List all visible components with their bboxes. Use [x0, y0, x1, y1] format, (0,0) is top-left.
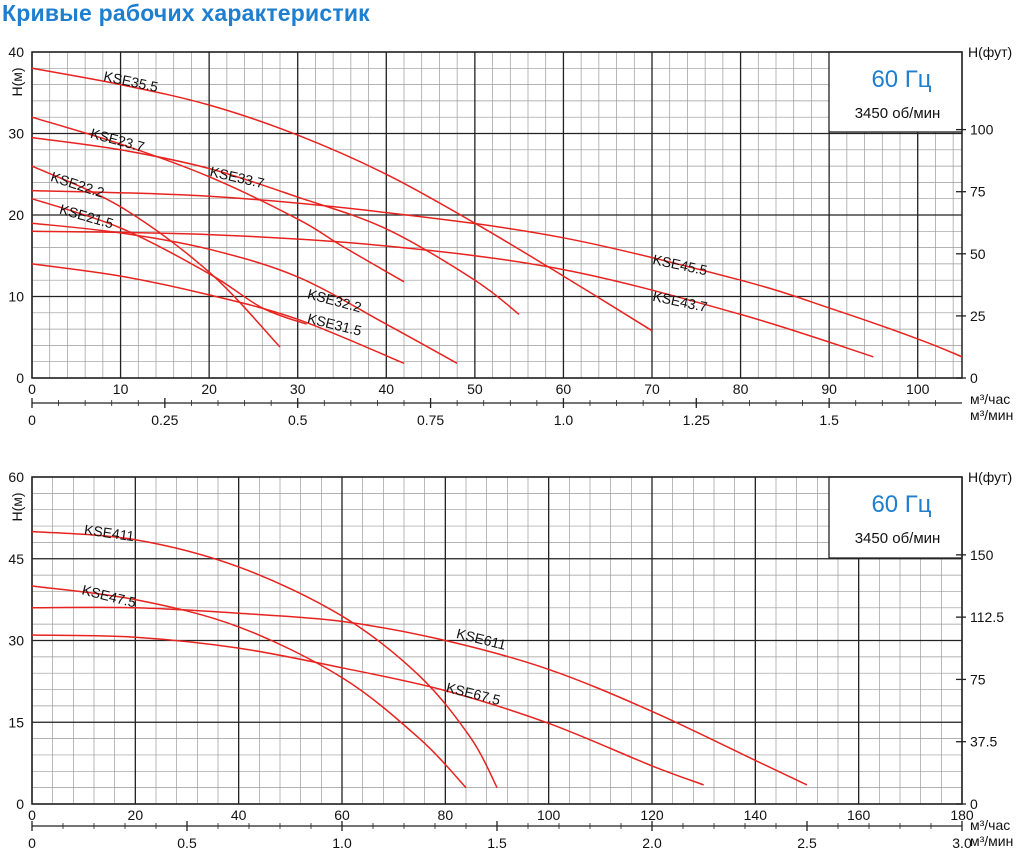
x-axis-label: м³/час	[970, 391, 1010, 407]
curve-kse35-5	[31, 67, 653, 332]
x2-tick-label: 1.0	[332, 835, 352, 851]
x2-tick-label: 1.5	[819, 412, 839, 428]
curve-kse67-5	[31, 634, 704, 786]
x2-tick-label: 3.0	[952, 835, 972, 851]
x-axis-label: м³/час	[970, 817, 1010, 833]
plot-frame	[31, 51, 963, 379]
x-tick-label: 100	[906, 381, 930, 397]
curve-label-kse23-7: KSE23.7	[89, 125, 147, 155]
curve-label-kse45-5: KSE45.5	[651, 251, 709, 278]
x2-tick-label: 1.5	[487, 835, 507, 851]
y-tick-label: 60	[8, 469, 24, 485]
x2-tick-label: 2.0	[642, 835, 662, 851]
x-tick-label: 60	[334, 807, 350, 823]
y2-tick-label: 0	[970, 370, 978, 386]
x-tick-label: 80	[438, 807, 454, 823]
x2-tick-label: 0.5	[177, 835, 197, 851]
curve-label-kse411: KSE411	[83, 521, 135, 544]
curve-kse611	[31, 606, 808, 786]
y-tick-label: 30	[8, 633, 24, 649]
x2-tick-label: 0.25	[151, 412, 178, 428]
y2-tick-label: 112.5	[970, 609, 1004, 625]
x-tick-label: 20	[128, 807, 144, 823]
curve-kse45-5	[31, 189, 963, 358]
x-tick-label: 0	[28, 381, 36, 397]
curve-label-kse47-5: KSE47.5	[80, 582, 138, 611]
x2-axis-label: м³/мин	[970, 833, 1013, 849]
x-tick-label: 120	[640, 807, 664, 823]
y2-tick-label: 25	[970, 308, 986, 324]
x2-tick-label: 0	[28, 835, 36, 851]
x2-tick-label: 2.5	[797, 835, 817, 851]
x2-tick-label: 0.75	[417, 412, 444, 428]
y-tick-label: 0	[16, 796, 24, 812]
y2-tick-label: 75	[970, 184, 986, 200]
y-tick-label: 40	[8, 44, 24, 60]
x-tick-label: 80	[733, 381, 749, 397]
curve-label-kse35-5: KSE35.5	[102, 68, 160, 95]
curve-kse23-7	[31, 116, 405, 283]
y2-tick-label: 50	[970, 246, 986, 262]
y-tick-label: 10	[8, 289, 24, 305]
x-tick-label: 0	[28, 807, 36, 823]
y-tick-label: 15	[8, 714, 24, 730]
x-tick-label: 30	[290, 381, 306, 397]
y-axis-label: H(м)	[9, 492, 25, 521]
curves	[31, 67, 963, 364]
y2-tick-label: 0	[970, 796, 978, 812]
x-tick-label: 20	[201, 381, 217, 397]
page-title: Кривые рабочих характеристик	[2, 0, 370, 26]
x2-tick-label: 1.0	[554, 412, 574, 428]
legend-box	[828, 51, 963, 133]
y2-tick-label: 100	[970, 122, 994, 138]
y2-tick-label: 150	[970, 547, 994, 563]
curve-kse33-7	[31, 136, 520, 315]
y2-axis-label: H(фут)	[968, 44, 1012, 60]
y2-tick-label: 75	[970, 671, 986, 687]
curve-label-kse33-7: KSE33.7	[208, 163, 266, 191]
y-tick-label: 45	[8, 551, 24, 567]
x-tick-label: 40	[378, 381, 394, 397]
x-tick-label: 90	[821, 381, 837, 397]
curve-kse411	[31, 530, 498, 788]
curve-kse21-5	[31, 197, 307, 325]
x2-axis-label: м³/мин	[970, 407, 1013, 423]
x-tick-label: 160	[847, 807, 871, 823]
y-axis-label: H(м)	[9, 67, 25, 96]
curve-label-kse43-7: KSE43.7	[651, 288, 709, 315]
legend-frequency: 60 Гц	[871, 491, 931, 518]
x-tick-label: 10	[113, 381, 129, 397]
y-tick-label: 0	[16, 370, 24, 386]
curve-kse31-5	[31, 263, 405, 364]
x-tick-label: 60	[556, 381, 572, 397]
curve-label-kse67-5: KSE67.5	[445, 679, 503, 708]
legend-frequency: 60 Гц	[871, 66, 931, 93]
y2-tick-label: 37.5	[970, 734, 997, 750]
plot-frame	[31, 476, 963, 805]
legend-rpm: 3450 об/мин	[855, 530, 941, 547]
curve-label-kse22-2: KSE22.2	[49, 168, 107, 200]
x-tick-label: 140	[744, 807, 768, 823]
x2-tick-label: 0.5	[288, 412, 308, 428]
y-tick-label: 30	[8, 126, 24, 142]
curves	[31, 530, 808, 789]
legend-box	[828, 476, 963, 559]
x-tick-label: 100	[537, 807, 561, 823]
y2-axis-label: H(фут)	[968, 469, 1012, 485]
x-tick-label: 70	[644, 381, 660, 397]
x-tick-label: 40	[231, 807, 247, 823]
x-tick-label: 180	[950, 807, 974, 823]
curve-kse43-7	[31, 230, 874, 358]
x2-tick-label: 1.25	[683, 412, 710, 428]
legend-rpm: 3450 об/мин	[855, 105, 941, 122]
y-tick-label: 20	[8, 207, 24, 223]
curve-kse47-5	[31, 585, 467, 789]
x-tick-label: 50	[467, 381, 483, 397]
chart-upper: 60 Гц 3450 об/мин KSE35.5 KSE23.7 KSE33.7 KSE…	[8, 44, 1013, 428]
x2-tick-label: 0	[28, 412, 36, 428]
